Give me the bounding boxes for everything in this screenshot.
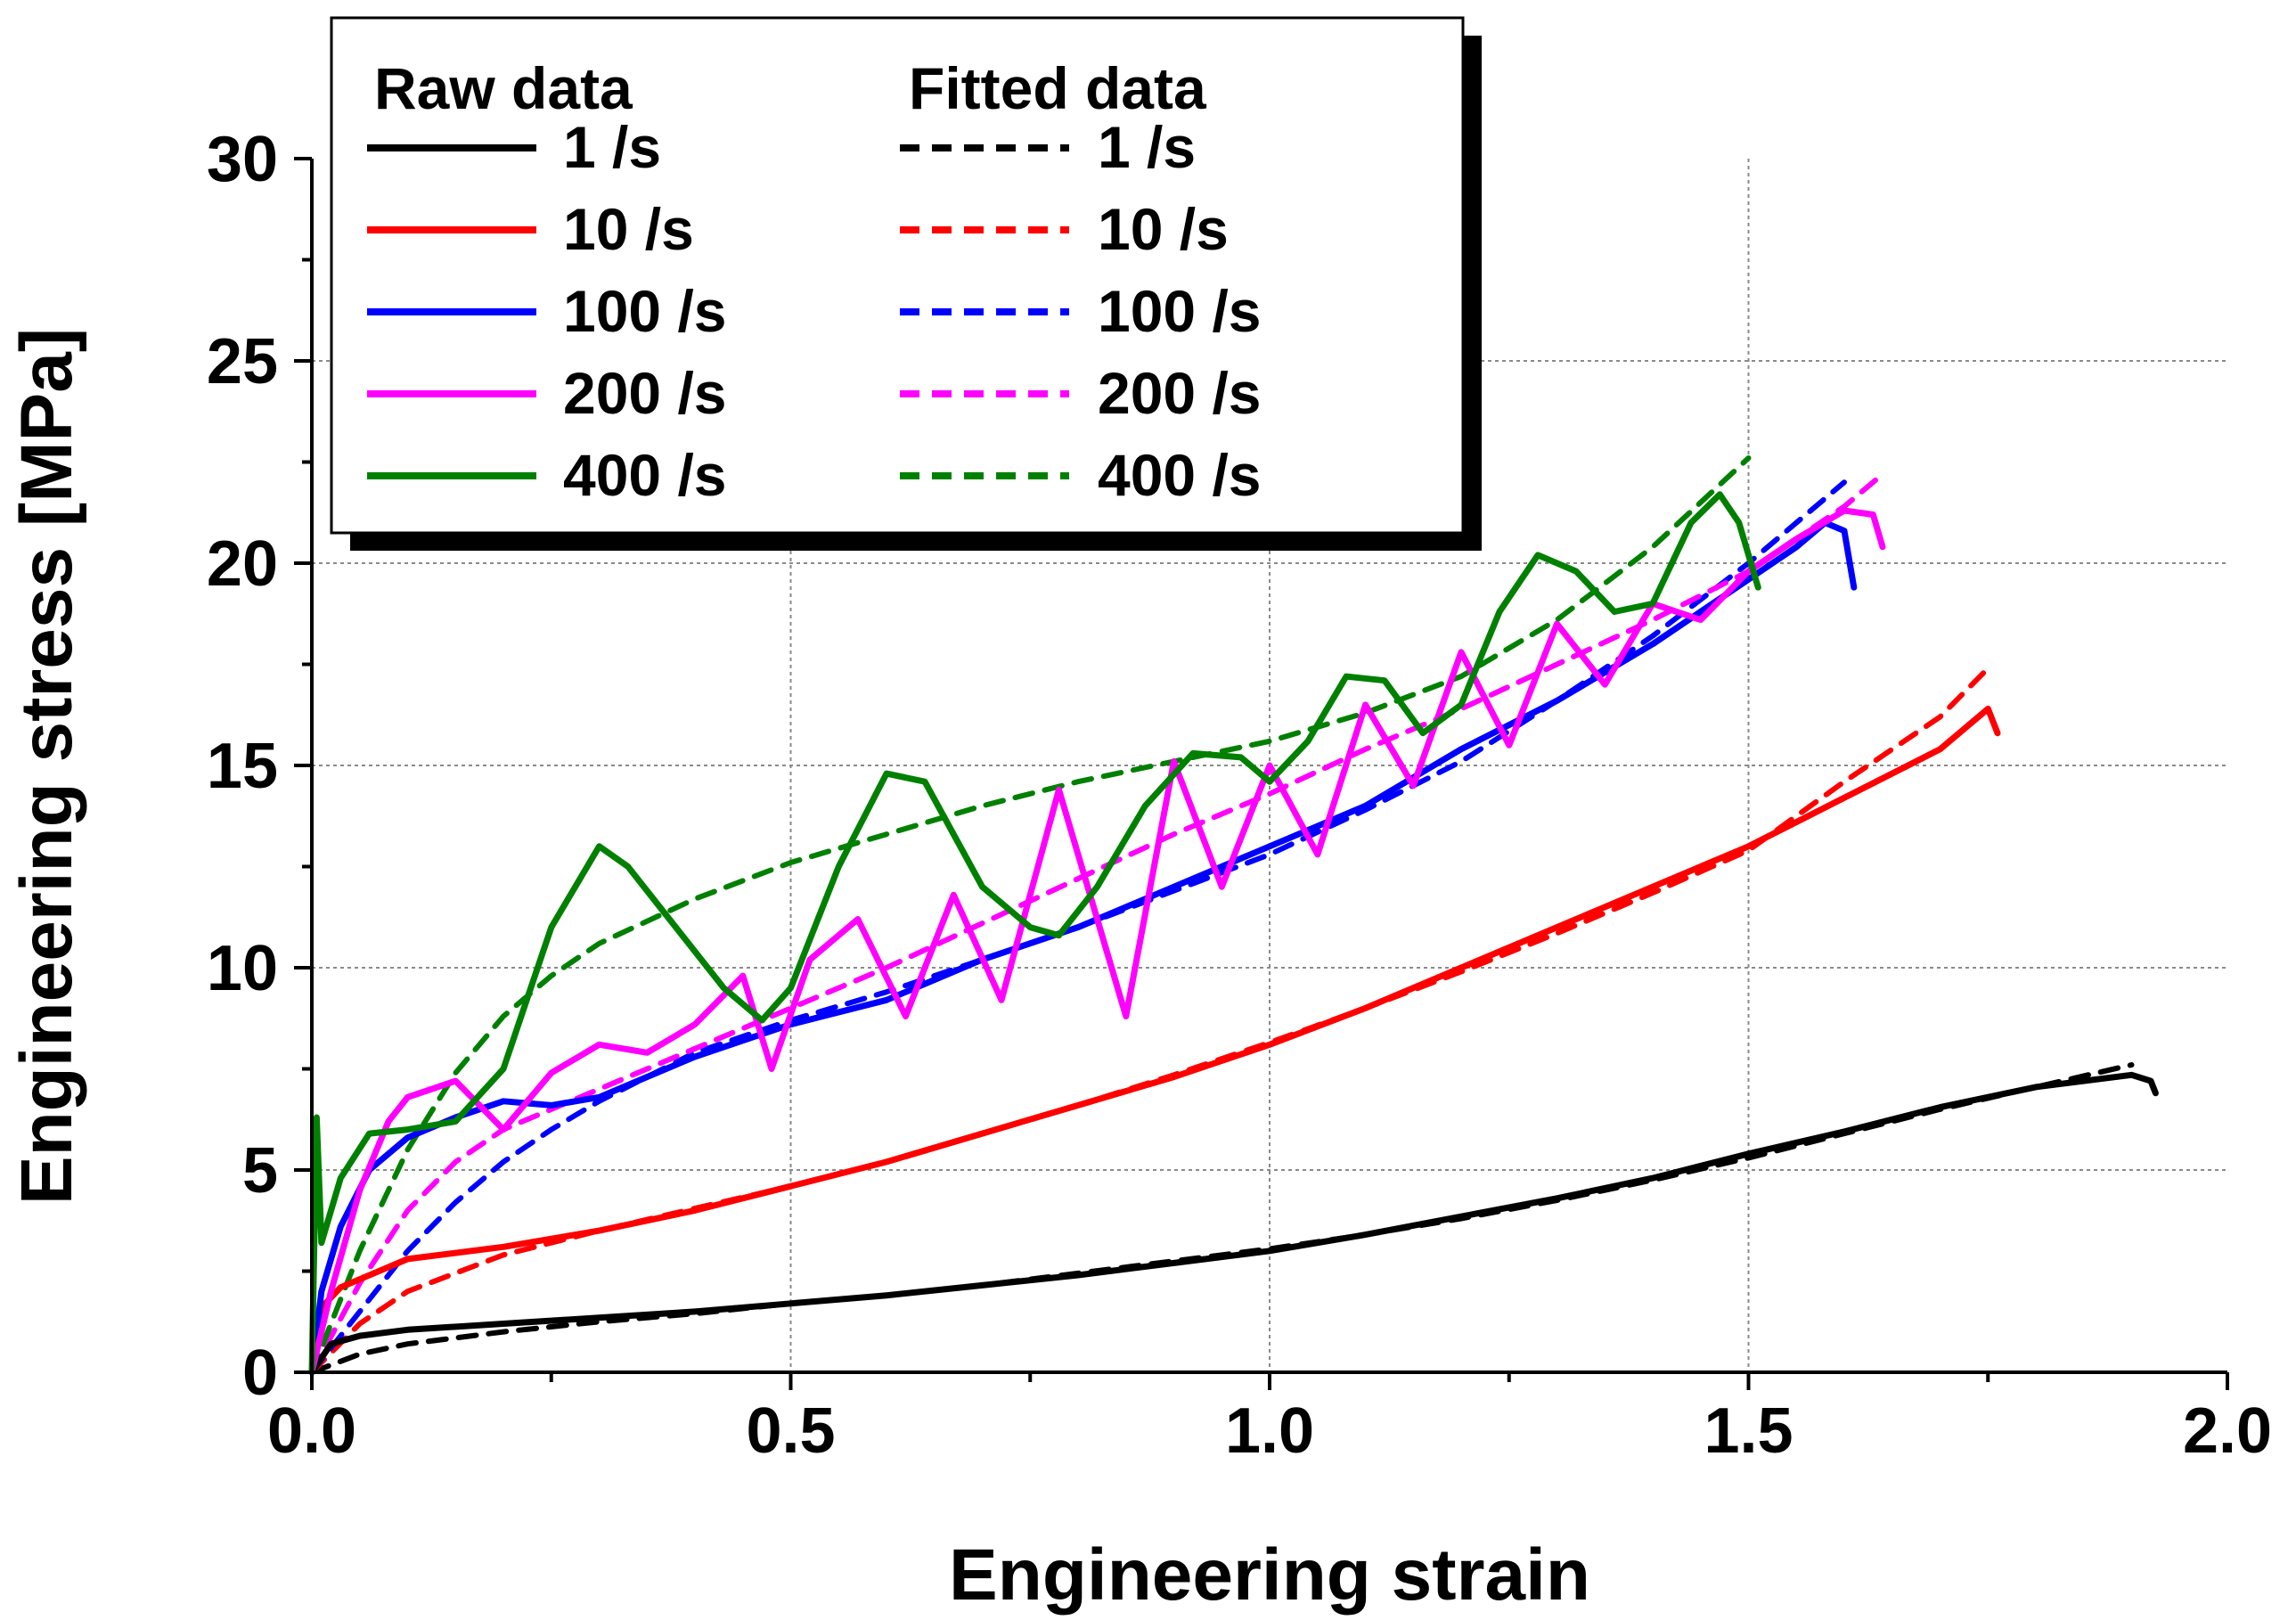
x-tick-label: 1.0	[1225, 1395, 1314, 1467]
y-tick-label: 20	[207, 528, 278, 600]
y-tick-label: 15	[207, 731, 278, 802]
y-tick-label: 30	[207, 124, 278, 195]
series-raw-1sps	[308, 1071, 2159, 1376]
tick-labels: 0.0 0.5 1.0 1.5 2.0 0 5 10 15 20 25 30	[207, 124, 2272, 1467]
x-tick-label: 1.5	[1704, 1395, 1793, 1467]
legend-fitted-label: 1 /s	[1098, 114, 1196, 180]
legend-raw-label: 100 /s	[563, 278, 727, 344]
x-tick-label: 2.0	[2183, 1395, 2272, 1467]
x-tick-label: 0.0	[267, 1395, 356, 1467]
legend-raw-label: 10 /s	[563, 196, 694, 262]
series-raw-10sps	[308, 705, 2001, 1376]
legend-fitted-label: 10 /s	[1098, 196, 1229, 262]
legend-raw-label: 200 /s	[563, 360, 727, 426]
legend-fitted-label: 100 /s	[1098, 278, 1262, 344]
series-fitted-10sps	[309, 666, 1991, 1375]
legend-raw-header: Raw data	[374, 55, 633, 121]
series-lines	[308, 455, 2159, 1376]
legend-fitted-label: 200 /s	[1098, 360, 1262, 426]
series-fitted-400sps	[309, 455, 1752, 1375]
y-tick-label: 0	[242, 1338, 278, 1409]
axis-ticks	[294, 157, 2229, 1390]
y-tick-label: 25	[207, 326, 278, 397]
legend-rows: 1 /s 1 /s 10 /s 10 /s 100 /s 100 /s 200 /s 200 …	[367, 114, 1262, 508]
y-axis-title: Engineering stress [MPa]	[6, 328, 87, 1205]
y-tick-label: 5	[242, 1135, 278, 1207]
x-axis-title: Engineering strain	[949, 1534, 1590, 1616]
legend: Raw data Fitted data 1 /s 1 /s10 /s 10 /s1…	[330, 16, 1482, 551]
legend-fitted-header: Fitted data	[909, 55, 1207, 121]
series-raw-400sps	[308, 491, 1761, 1376]
legend-box	[330, 16, 1465, 535]
legend-raw-label: 400 /s	[563, 442, 727, 508]
y-tick-label: 10	[207, 933, 278, 1004]
legend-raw-label: 1 /s	[563, 114, 661, 180]
x-tick-label: 0.5	[746, 1395, 835, 1467]
legend-fitted-label: 400 /s	[1098, 442, 1262, 508]
